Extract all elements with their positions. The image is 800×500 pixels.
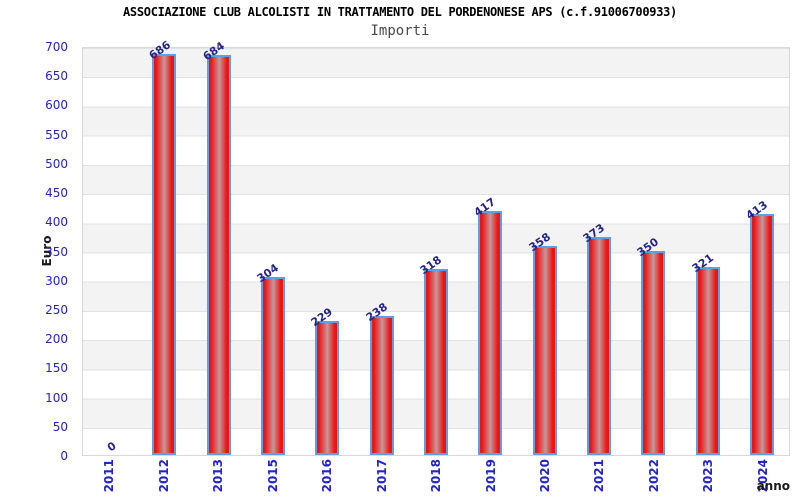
x-tick: 2011 [82,459,136,500]
bar-slot: 318 [409,48,463,455]
x-tick-label: 2016 [320,459,335,493]
bar-slot: 0 [83,48,137,455]
x-tick-label: 2019 [483,459,498,493]
y-tick-label: 350 [45,244,68,259]
x-tick: 2017 [354,459,408,500]
y-tick-label: 50 [52,419,68,434]
x-axis-label: anno [756,479,790,493]
y-tick-label: 600 [45,98,68,113]
bar-slot: 413 [735,48,789,455]
bar-slot: 229 [300,48,354,455]
y-tick-label: 300 [45,273,68,288]
y-tick-label: 250 [45,302,68,317]
x-tick: 2021 [572,459,626,500]
bar [424,269,449,455]
x-tick-label: 2021 [592,459,607,493]
y-tick-label: 0 [60,449,68,463]
x-tick: 2016 [300,459,354,500]
bar [478,211,503,455]
bar-slot: 304 [246,48,300,455]
y-tick-label: 500 [45,156,68,171]
x-tick-label: 2018 [429,459,444,493]
bar-slot: 238 [355,48,409,455]
x-tick-label: 2013 [211,459,226,493]
y-tick-label: 450 [45,186,68,201]
x-tick-label: 2011 [102,459,117,493]
y-tick-label: 400 [45,215,68,230]
x-tick-label: 2012 [156,459,171,493]
bar-slot: 358 [518,48,572,455]
bar [152,54,177,455]
x-tick: 2019 [463,459,517,500]
bar [695,267,720,455]
bar-slot: 684 [192,40,246,455]
bars-container: 0 686 684 304 229 238 318 417 358 373 350 321 413 [83,39,789,455]
x-tick: 2020 [518,459,572,500]
bar [641,250,666,455]
bar [315,321,340,455]
x-tick-label: 2015 [265,459,280,493]
bar [532,245,557,455]
bar [586,237,611,455]
bar [206,55,231,455]
x-tick: 2018 [409,459,463,500]
x-tick: 2022 [627,459,681,500]
plot-area: 0 686 684 304 229 238 318 417 358 373 350 321 413 [82,39,790,456]
chart-title: ASSOCIAZIONE CLUB ALCOLISTI IN TRATTAMEN… [123,5,677,19]
x-tick-label: 2023 [701,459,716,493]
bar-slot: 321 [680,48,734,455]
y-tick-label: 550 [45,127,68,142]
bar [369,315,394,455]
bar-slot: 417 [463,48,517,455]
y-tick-label: 100 [45,390,68,405]
x-tick-label: 2020 [537,459,552,493]
y-tick-label: 650 [45,69,68,84]
y-tick-label: 150 [45,361,68,376]
bar [261,277,286,455]
bar [749,213,774,455]
bar-slot: 686 [137,39,191,455]
y-tick-labels: 0 50 100 150 200 250 300 350 400 450 500 550 600 650 7… [0,40,68,463]
bar-slot: 373 [572,48,626,455]
x-tick: 2012 [136,459,190,500]
bar-slot: 350 [626,48,680,455]
bar-value-label: 0 [104,439,119,455]
x-tick-label: 2017 [374,459,389,493]
x-tick: 2013 [191,459,245,500]
y-tick-label: 200 [45,332,68,347]
y-tick-label: 700 [45,40,68,54]
chart-subtitle: Importi [370,23,430,39]
x-tick: 2015 [245,459,299,500]
x-tick-labels: 2011 2012 2013 2015 2016 2017 2018 2019 2020 2021… [82,459,790,500]
x-tick: 2023 [681,459,735,500]
x-tick-label: 2022 [646,459,661,493]
